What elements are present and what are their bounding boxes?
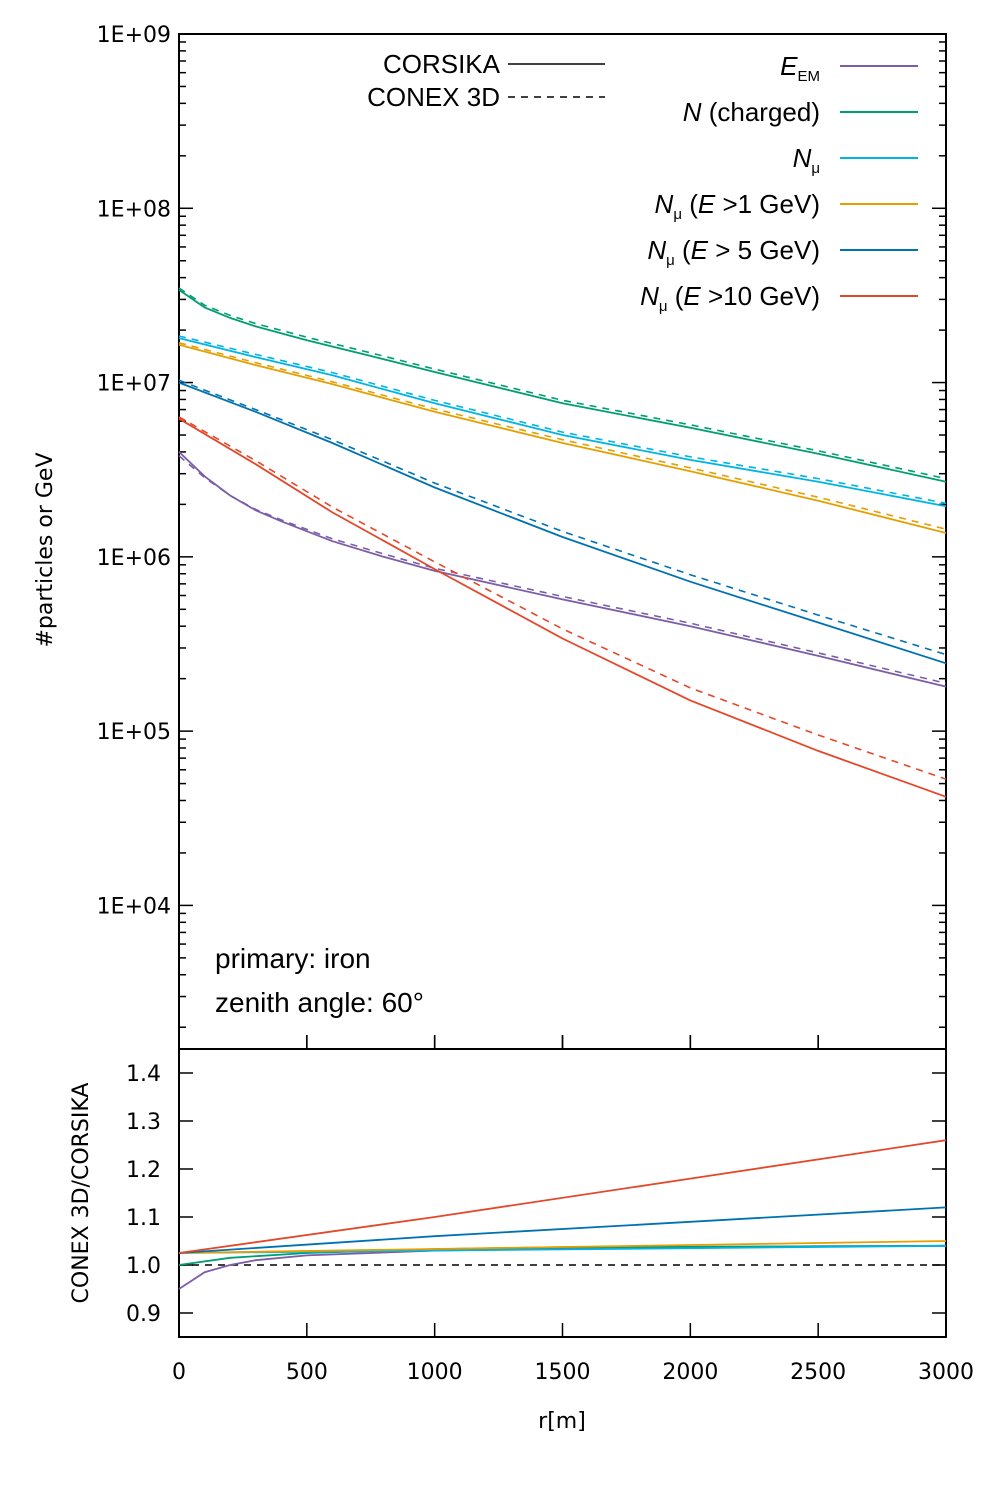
series-charged-corsika-line bbox=[178, 289, 947, 483]
ratio-y-tick-label: 1.3 bbox=[126, 1110, 161, 1135]
legend-label-part: >10 GeV) bbox=[701, 281, 820, 311]
legend-label-part: μ bbox=[673, 206, 682, 223]
legend-label-part: N bbox=[793, 143, 812, 173]
main-y-tick-label: 1E+08 bbox=[97, 197, 171, 222]
legend-label-part: N bbox=[683, 97, 702, 127]
ratio-y-tick-label: 1.1 bbox=[126, 1206, 161, 1231]
x-tick-label: 500 bbox=[286, 1360, 328, 1385]
x-tick-label: 2000 bbox=[662, 1360, 718, 1385]
main-plot-frame bbox=[178, 33, 947, 1050]
ratio-y-axis-title: CONEX 3D/CORSIKA bbox=[69, 1083, 94, 1304]
legend-label-part: μ bbox=[666, 252, 675, 269]
series-mu-conex-line bbox=[178, 335, 947, 505]
legend-label-part: N bbox=[655, 189, 674, 219]
x-tick-label: 2500 bbox=[790, 1360, 846, 1385]
legend-label-part: EM bbox=[798, 68, 821, 85]
annotation-zenith: zenith angle: 60° bbox=[215, 987, 424, 1018]
legend-label-mu10: Nμ​ (E >10 GeV) bbox=[640, 281, 820, 315]
legend-label-part: N bbox=[640, 281, 659, 311]
ratio-y-tick-label: 1.4 bbox=[126, 1062, 161, 1087]
legend-label-charged: N (charged) bbox=[683, 97, 820, 127]
legend-label-part: N bbox=[647, 235, 666, 265]
legend-label-eem: EEM​ bbox=[780, 51, 820, 85]
ratio-series-mu10-line bbox=[178, 1139, 947, 1254]
legend-label-part: E bbox=[691, 235, 709, 265]
main-panel: 1E+04 1E+05 1E+06 1E+07 1E+08 1E+09 CORSIKACON… bbox=[97, 23, 947, 1050]
series-mu10-corsika-line bbox=[178, 417, 947, 798]
series-mu10-conex-line bbox=[178, 416, 947, 780]
legend-label-part: μ bbox=[659, 298, 668, 315]
legend-label-part: E bbox=[698, 189, 716, 219]
main-y-axis-title: #particles or GeV bbox=[33, 453, 58, 648]
x-tick-label: 1500 bbox=[535, 1360, 591, 1385]
series-mu5-conex-line bbox=[178, 379, 947, 656]
ratio-panel: 0.9 1.0 1.1 1.2 1.3 1.4 0 500 1000 1500 2000 2500 30… bbox=[126, 1035, 974, 1385]
main-y-tick-label: 1E+04 bbox=[97, 894, 171, 919]
x-tick-label: 0 bbox=[172, 1360, 186, 1385]
legend-style-label: CONEX 3D bbox=[367, 82, 500, 112]
legend-label-part: ( bbox=[675, 235, 691, 265]
legend-label-part: μ bbox=[811, 160, 820, 177]
legend-label-part: (charged) bbox=[702, 97, 821, 127]
series-eem-conex-line bbox=[178, 455, 947, 685]
main-y-tick-label: 1E+05 bbox=[97, 720, 171, 745]
ratio-y-tick-label: 1.2 bbox=[126, 1158, 161, 1183]
series-eem-corsika-line bbox=[178, 451, 947, 688]
legend-label-part: ( bbox=[682, 189, 698, 219]
legend-label-part: >1 GeV) bbox=[715, 189, 820, 219]
annotation-primary: primary: iron bbox=[215, 943, 371, 974]
ratio-plot-frame bbox=[178, 1048, 947, 1338]
x-tick-label: 3000 bbox=[918, 1360, 974, 1385]
series-charged-conex-line bbox=[178, 287, 947, 480]
series-mu5-corsika-line bbox=[178, 381, 947, 665]
legend-label-part: E bbox=[683, 281, 701, 311]
ratio-y-tick-label: 0.9 bbox=[126, 1302, 161, 1327]
legend-label-mu1: Nμ​ (E >1 GeV) bbox=[655, 189, 820, 223]
legend-label-part: > 5 GeV) bbox=[708, 235, 820, 265]
legend-label-part: ( bbox=[668, 281, 684, 311]
series-mu1-conex-line bbox=[178, 342, 947, 530]
ratio-y-tick-label: 1.0 bbox=[126, 1254, 161, 1279]
main-y-tick-label: 1E+06 bbox=[97, 546, 171, 571]
main-y-tick-label: 1E+09 bbox=[97, 23, 171, 48]
ratio-series-mu1-line bbox=[178, 1240, 947, 1254]
ratio-series-mu5-line bbox=[178, 1206, 947, 1254]
legend-label-mu: Nμ​ bbox=[793, 143, 820, 177]
legend-label-mu5: Nμ​ (E > 5 GeV) bbox=[647, 235, 820, 269]
x-axis-title: r[m] bbox=[538, 1409, 586, 1434]
x-tick-label: 1000 bbox=[407, 1360, 463, 1385]
main-y-tick-label: 1E+07 bbox=[97, 372, 171, 397]
legend-label-part: E bbox=[780, 51, 798, 81]
series-mu1-corsika-line bbox=[178, 343, 947, 534]
series-mu-corsika-line bbox=[178, 337, 947, 508]
legend-style-label: CORSIKA bbox=[383, 49, 501, 79]
